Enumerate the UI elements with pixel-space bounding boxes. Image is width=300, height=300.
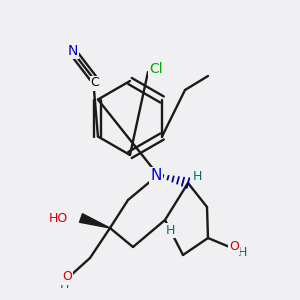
Text: Cl: Cl bbox=[149, 62, 163, 76]
Text: H: H bbox=[165, 224, 175, 236]
Text: H: H bbox=[237, 245, 247, 259]
Text: N: N bbox=[150, 169, 162, 184]
Text: HO: HO bbox=[49, 212, 68, 226]
Text: O: O bbox=[229, 241, 239, 254]
Text: H: H bbox=[192, 170, 202, 184]
Text: O: O bbox=[62, 271, 72, 284]
Text: H: H bbox=[59, 278, 69, 292]
Polygon shape bbox=[80, 214, 110, 228]
Text: C: C bbox=[91, 76, 99, 89]
Text: N: N bbox=[68, 44, 78, 58]
